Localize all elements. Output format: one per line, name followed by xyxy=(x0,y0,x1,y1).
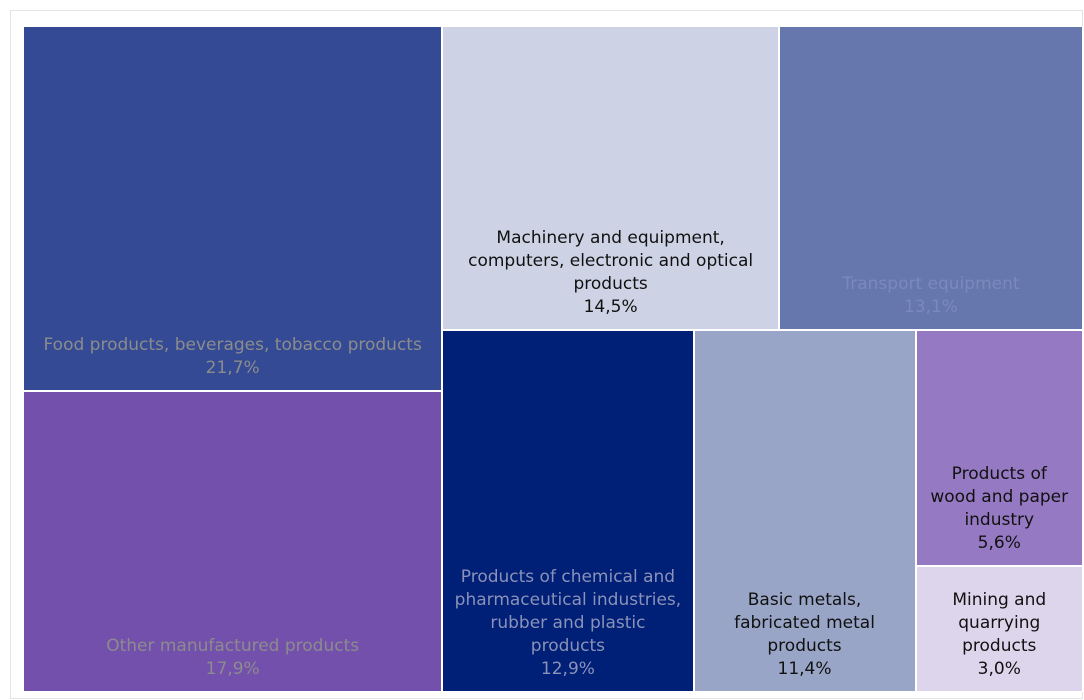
cell-value: 5,6% xyxy=(977,532,1021,553)
cell-value: 11,4% xyxy=(777,658,832,679)
treemap-cell: Food products, beverages, tobacco produc… xyxy=(23,26,443,391)
treemap-cell: Basic metals, fabricated metal products 1… xyxy=(693,329,916,692)
treemap-cell: Other manufactured products 17,9% xyxy=(23,390,443,692)
cell-label: Other manufactured products xyxy=(106,635,360,656)
cell-label: Machinery and equipment, computers, elec… xyxy=(468,227,754,294)
cell-label: Basic metals, fabricated metal products xyxy=(734,589,875,656)
cell-label: Products of wood and paper industry xyxy=(930,463,1069,530)
cell-label: Transport equipment xyxy=(842,273,1020,294)
cell-label: Mining and quarrying products xyxy=(952,589,1047,656)
cell-label: Products of chemical and pharmaceutical … xyxy=(454,566,682,656)
cell-value: 13,1% xyxy=(903,296,958,317)
treemap-cell: Products of chemical and pharmaceutical … xyxy=(442,329,694,692)
treemap-cell: Mining and quarrying products 3,0% xyxy=(915,565,1083,692)
cell-value: 3,0% xyxy=(977,658,1021,679)
cell-value: 21,7% xyxy=(205,357,260,378)
cell-value: 17,9% xyxy=(205,658,260,679)
cell-value: 12,9% xyxy=(540,658,595,679)
treemap-cell: Transport equipment 13,1% xyxy=(778,26,1083,330)
cell-value: 14,5% xyxy=(583,296,638,317)
cell-label: Food products, beverages, tobacco produc… xyxy=(43,334,422,355)
treemap-cell: Machinery and equipment, computers, elec… xyxy=(442,26,779,330)
treemap-cell: Products of wood and paper industry 5,6% xyxy=(915,329,1083,566)
